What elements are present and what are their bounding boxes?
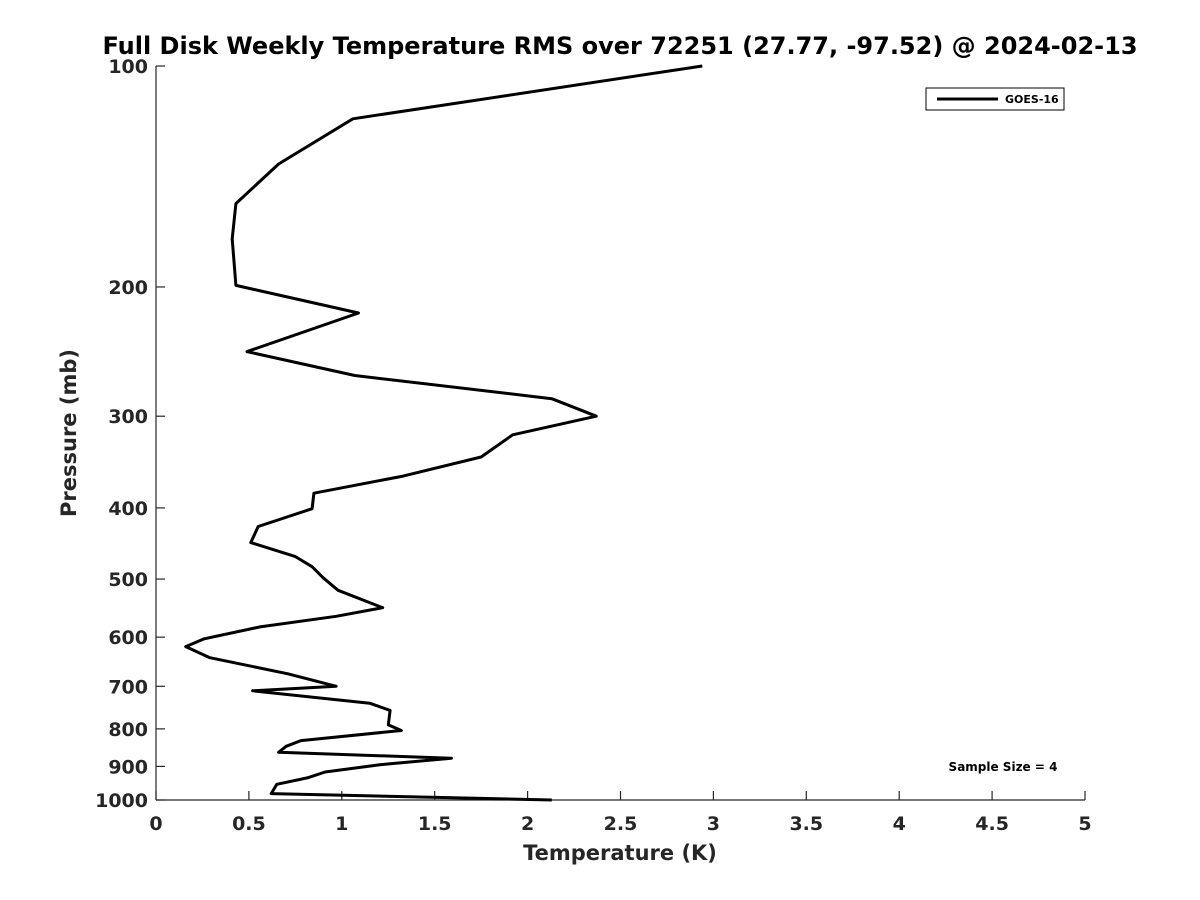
y-tick-label: 200 [108, 277, 148, 299]
y-tick-label: 100 [108, 56, 148, 78]
series-layer [184, 64, 703, 802]
x-tick-label: 4.5 [975, 813, 1009, 835]
y-tick-label: 300 [108, 406, 148, 428]
y-tick-label: 700 [108, 676, 148, 698]
y-tick-label: 1000 [95, 790, 148, 812]
y-tick-label: 400 [108, 498, 148, 520]
x-tick-label: 0 [149, 813, 162, 835]
x-tick-label: 5 [1078, 813, 1091, 835]
y-tick-label: 600 [108, 627, 148, 649]
chart-title: Full Disk Weekly Temperature RMS over 72… [102, 32, 1137, 60]
x-tick-label: 3 [707, 813, 720, 835]
sample-size-annotation: Sample Size = 4 [949, 760, 1058, 774]
x-tick-label: 1.5 [418, 813, 452, 835]
x-tick-label: 1 [335, 813, 348, 835]
y-axis-label: Pressure (mb) [57, 349, 81, 517]
y-tick-label: 900 [108, 756, 148, 778]
y-tick-label: 800 [108, 719, 148, 741]
x-tick-label: 4 [893, 813, 906, 835]
y-tick-label: 500 [108, 569, 148, 591]
legend: GOES-16 [925, 87, 1065, 111]
x-tick-label: 0.5 [232, 813, 266, 835]
x-tick-label: 3.5 [789, 813, 823, 835]
series-line-goes-16 [184, 64, 703, 802]
x-tick-label: 2 [521, 813, 534, 835]
y-axis-ticks: 100 200 300 400 500 600 700 800 900 1000 [95, 56, 165, 812]
x-axis-label: Temperature (K) [523, 841, 717, 865]
x-tick-label: 2.5 [604, 813, 638, 835]
legend-label-goes-16: GOES-16 [1005, 93, 1059, 106]
x-axis-ticks: 0 0.5 1 1.5 2 2.5 3 3.5 4 4.5 5 [149, 791, 1092, 835]
